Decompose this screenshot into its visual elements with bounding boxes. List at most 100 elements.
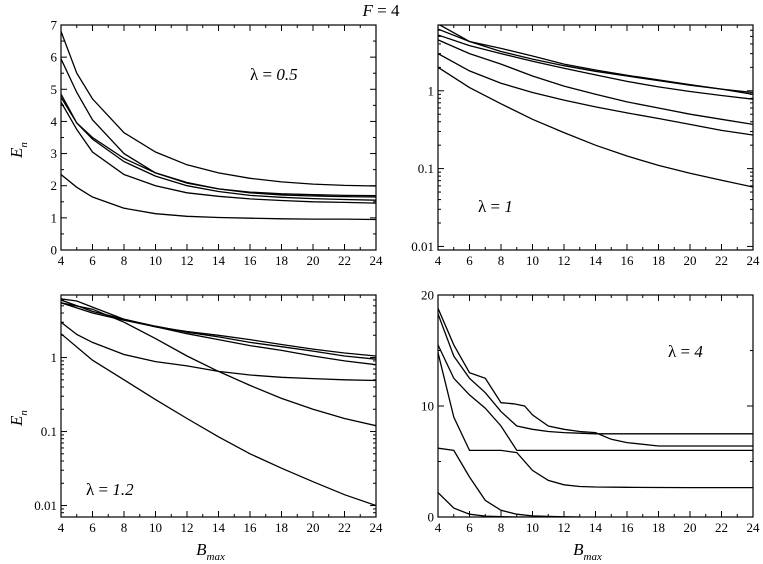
y-axis-label: En [7,410,30,427]
lambda-annotation: λ = 0.5 [250,65,298,84]
y-tick-label: 1 [51,350,58,365]
figure-title: F = 4 [362,1,400,20]
x-tick-label: 24 [370,253,384,268]
series-line-n2 [438,447,580,517]
x-tick-label: 12 [558,520,571,535]
x-tick-label: 20 [307,520,320,535]
series-line-n2 [61,321,376,382]
series-line-n6 [438,25,753,95]
series-line-n6 [61,298,376,357]
x-tick-label: 4 [435,520,442,535]
y-tick-label: 0.01 [34,498,57,513]
series-group [61,298,376,507]
x-tick-label: 18 [652,520,665,535]
y-tick-label: 1 [51,210,58,225]
x-tick-label: 16 [621,520,635,535]
y-tick-label: 0.1 [41,424,57,439]
series-group [438,308,753,517]
series-group [61,31,376,221]
series-line-n2 [61,101,376,204]
y-tick-label: 7 [51,18,58,33]
y-tick-label: 5 [51,82,58,97]
x-tick-label: 6 [89,520,96,535]
x-tick-label: 6 [466,253,473,268]
y-tick-label: 4 [51,114,58,129]
x-tick-label: 22 [715,253,728,268]
x-tick-label: 10 [149,520,162,535]
series-line-n3 [438,352,753,489]
plot-frame [437,294,754,518]
x-tick-label: 24 [370,520,384,535]
y-tick-label: 20 [421,288,434,303]
x-tick-label: 14 [589,520,603,535]
x-tick-label: 8 [121,520,128,535]
panel-4: 4 6 8 10 12 14 16 18 20 22 24 0 10 20 λ = 4 Bmax [421,288,760,564]
series-line-n2 [438,53,753,136]
series-line-n4 [438,34,753,100]
x-tick-label: 8 [121,253,128,268]
x-tick-label: 14 [212,253,226,268]
y-axis-label: En [7,142,30,159]
x-tick-label: 12 [181,520,194,535]
x-tick-label: 22 [715,520,728,535]
x-tick-label: 20 [684,253,697,268]
x-tick-label: 6 [466,520,473,535]
x-tick-label: 12 [181,253,194,268]
x-tick-label: 18 [275,520,288,535]
x-tick-label: 16 [244,520,258,535]
series-line-n6 [61,31,376,187]
x-tick-label: 18 [652,253,665,268]
x-tick-label: 16 [244,253,258,268]
panel-3: 4 6 8 10 12 14 16 18 20 22 24 0.01 0.1 1 λ = 1.2 En Bmax [7,294,384,563]
series-line-n4 [61,93,376,198]
y-tick-label: 10 [421,399,434,414]
x-tick-label: 8 [498,253,505,268]
x-tick-label: 14 [589,253,603,268]
lambda-annotation: λ = 4 [668,342,703,361]
series-line-n1 [61,333,376,507]
series-line-n4 [61,302,376,366]
x-tick-label: 20 [684,520,697,535]
series-line-n5 [438,313,753,435]
series-line-n5 [438,28,753,94]
y-tick-label: 0.1 [418,161,434,176]
x-tick-label: 4 [435,253,442,268]
y-tick-label: 0 [51,243,58,258]
x-tick-label: 20 [307,253,320,268]
lambda-annotation: λ = 1 [478,197,513,216]
x-tick-label: 10 [526,253,539,268]
x-tick-label: 4 [58,253,65,268]
panel-2: 4 6 8 10 12 14 16 18 20 22 24 0.01 0.1 1 λ = 1 [411,24,760,268]
series-line-n1 [61,173,376,221]
y-tick-label: 1 [428,83,435,98]
series-line-n5 [61,299,376,360]
series-line-n1 [438,66,753,188]
x-tick-label: 6 [89,253,96,268]
x-tick-label: 24 [747,253,761,268]
x-tick-label: 14 [212,520,226,535]
x-tick-label: 12 [558,253,571,268]
series-group [438,25,753,188]
series-line-n5 [61,58,376,197]
x-tick-label: 4 [58,520,65,535]
x-axis-label: Bmax [196,540,225,563]
series-line-n3 [61,302,376,427]
y-tick-label: 0.01 [411,239,434,254]
x-tick-label: 8 [498,520,505,535]
y-tick-label: 0 [428,510,435,525]
x-tick-label: 10 [526,520,539,535]
y-tick-label: 6 [51,50,58,65]
y-tick-label: 2 [51,178,58,193]
x-tick-label: 10 [149,253,162,268]
x-tick-label: 22 [338,520,351,535]
series-line-n6 [438,308,753,447]
x-axis-label: Bmax [573,540,602,563]
series-line-n1 [438,492,549,517]
lambda-annotation: λ = 1.2 [86,480,134,499]
series-line-n3 [438,39,753,126]
series-line-n4 [438,344,753,452]
y-tick-label: 3 [51,146,58,161]
x-tick-label: 24 [747,520,761,535]
